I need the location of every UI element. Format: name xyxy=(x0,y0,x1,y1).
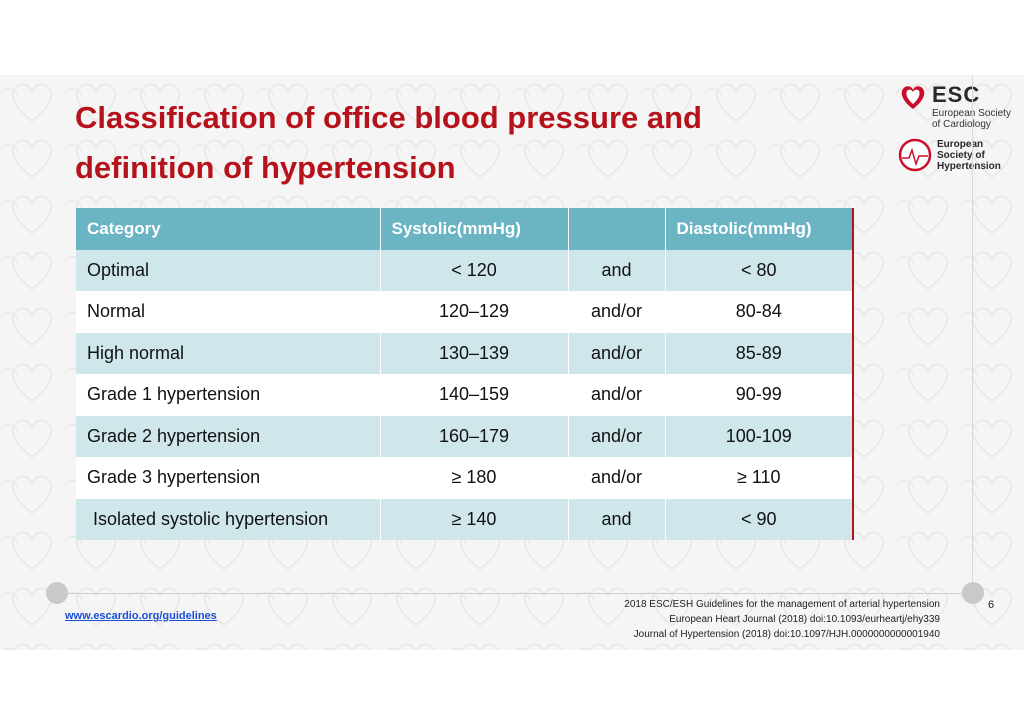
bp-classification-table: Category Systolic(mmHg) Diastolic(mmHg) … xyxy=(76,208,852,540)
guidelines-link[interactable]: www.escardio.org/guidelines xyxy=(65,610,217,622)
esh-badge-icon xyxy=(898,138,932,172)
cell-joiner: and/or xyxy=(568,457,666,499)
esc-sub-line1: European Society xyxy=(932,108,1011,119)
cell-category: Grade 1 hypertension xyxy=(76,374,381,416)
esc-logo-subtitle: European Society of Cardiology xyxy=(932,108,1022,130)
cell-category: Isolated systolic hypertension xyxy=(76,498,381,540)
header-joiner xyxy=(568,208,666,250)
cell-diastolic: ≥ 110 xyxy=(665,457,852,499)
cell-joiner: and/or xyxy=(568,332,666,374)
cell-joiner: and/or xyxy=(568,374,666,416)
table-row: Normal 120–129 and/or 80-84 xyxy=(76,291,852,333)
cell-diastolic: 80-84 xyxy=(665,291,852,333)
table-row: Grade 2 hypertension 160–179 and/or 100-… xyxy=(76,415,852,457)
footer-dot-left xyxy=(46,582,68,604)
cell-joiner: and/or xyxy=(568,291,666,333)
cell-joiner: and xyxy=(568,249,666,291)
cell-joiner: and/or xyxy=(568,415,666,457)
esh-line2: Society of xyxy=(937,150,985,161)
esh-line3: Hypertension xyxy=(937,161,1001,172)
citation-line-3: Journal of Hypertension (2018) doi:10.10… xyxy=(633,629,940,640)
citation-line-1: 2018 ESC/ESH Guidelines for the manageme… xyxy=(624,599,940,610)
cell-diastolic: 100-109 xyxy=(665,415,852,457)
cell-systolic: 140–159 xyxy=(380,374,569,416)
footer-divider xyxy=(62,593,974,594)
cell-diastolic: 90-99 xyxy=(665,374,852,416)
cell-systolic: 130–139 xyxy=(380,332,569,374)
cell-diastolic: < 90 xyxy=(665,498,852,540)
cell-systolic: < 120 xyxy=(380,249,569,291)
table-row: Grade 1 hypertension 140–159 and/or 90-9… xyxy=(76,374,852,416)
citation-line-2: European Heart Journal (2018) doi:10.109… xyxy=(669,614,940,625)
citation-block: 2018 ESC/ESH Guidelines for the manageme… xyxy=(560,597,940,642)
esh-logo: European Society of Hypertension xyxy=(898,138,1018,178)
cell-joiner: and xyxy=(568,498,666,540)
vertical-divider xyxy=(972,75,973,583)
cell-category: High normal xyxy=(76,332,381,374)
table-row: Isolated systolic hypertension ≥ 140 and… xyxy=(76,498,852,540)
cell-diastolic: < 80 xyxy=(665,249,852,291)
cell-systolic: 120–129 xyxy=(380,291,569,333)
esc-sub-line2: of Cardiology xyxy=(932,119,991,130)
cell-systolic: 160–179 xyxy=(380,415,569,457)
title-line-2: definition of hypertension xyxy=(75,150,456,185)
header-category: Category xyxy=(76,208,381,250)
table-row: Optimal < 120 and < 80 xyxy=(76,249,852,291)
cell-systolic: ≥ 180 xyxy=(380,457,569,499)
header-diastolic: Diastolic(mmHg) xyxy=(665,208,852,250)
esc-logo-wordmark: ESC xyxy=(932,82,981,107)
cell-category: Grade 3 hypertension xyxy=(76,457,381,499)
esc-logo: ESC European Society of Cardiology xyxy=(898,80,1018,132)
esc-heart-icon xyxy=(901,86,925,109)
cell-systolic: ≥ 140 xyxy=(380,498,569,540)
title-line-1: Classification of office blood pressure … xyxy=(75,100,702,135)
cell-category: Optimal xyxy=(76,249,381,291)
table-header-row: Category Systolic(mmHg) Diastolic(mmHg) xyxy=(76,208,852,250)
bp-classification-table-wrap: Category Systolic(mmHg) Diastolic(mmHg) … xyxy=(76,208,854,540)
esh-line1: European xyxy=(937,139,984,150)
cell-diastolic: 85-89 xyxy=(665,332,852,374)
cell-category: Grade 2 hypertension xyxy=(76,415,381,457)
page-number: 6 xyxy=(988,599,995,611)
cell-category: Normal xyxy=(76,291,381,333)
header-systolic: Systolic(mmHg) xyxy=(380,208,569,250)
page-title: Classification of office blood pressure … xyxy=(75,93,835,193)
table-row: Grade 3 hypertension ≥ 180 and/or ≥ 110 xyxy=(76,457,852,499)
footer-dot-right xyxy=(962,582,984,604)
table-row: High normal 130–139 and/or 85-89 xyxy=(76,332,852,374)
esh-logo-text: European Society of Hypertension xyxy=(937,139,1017,172)
